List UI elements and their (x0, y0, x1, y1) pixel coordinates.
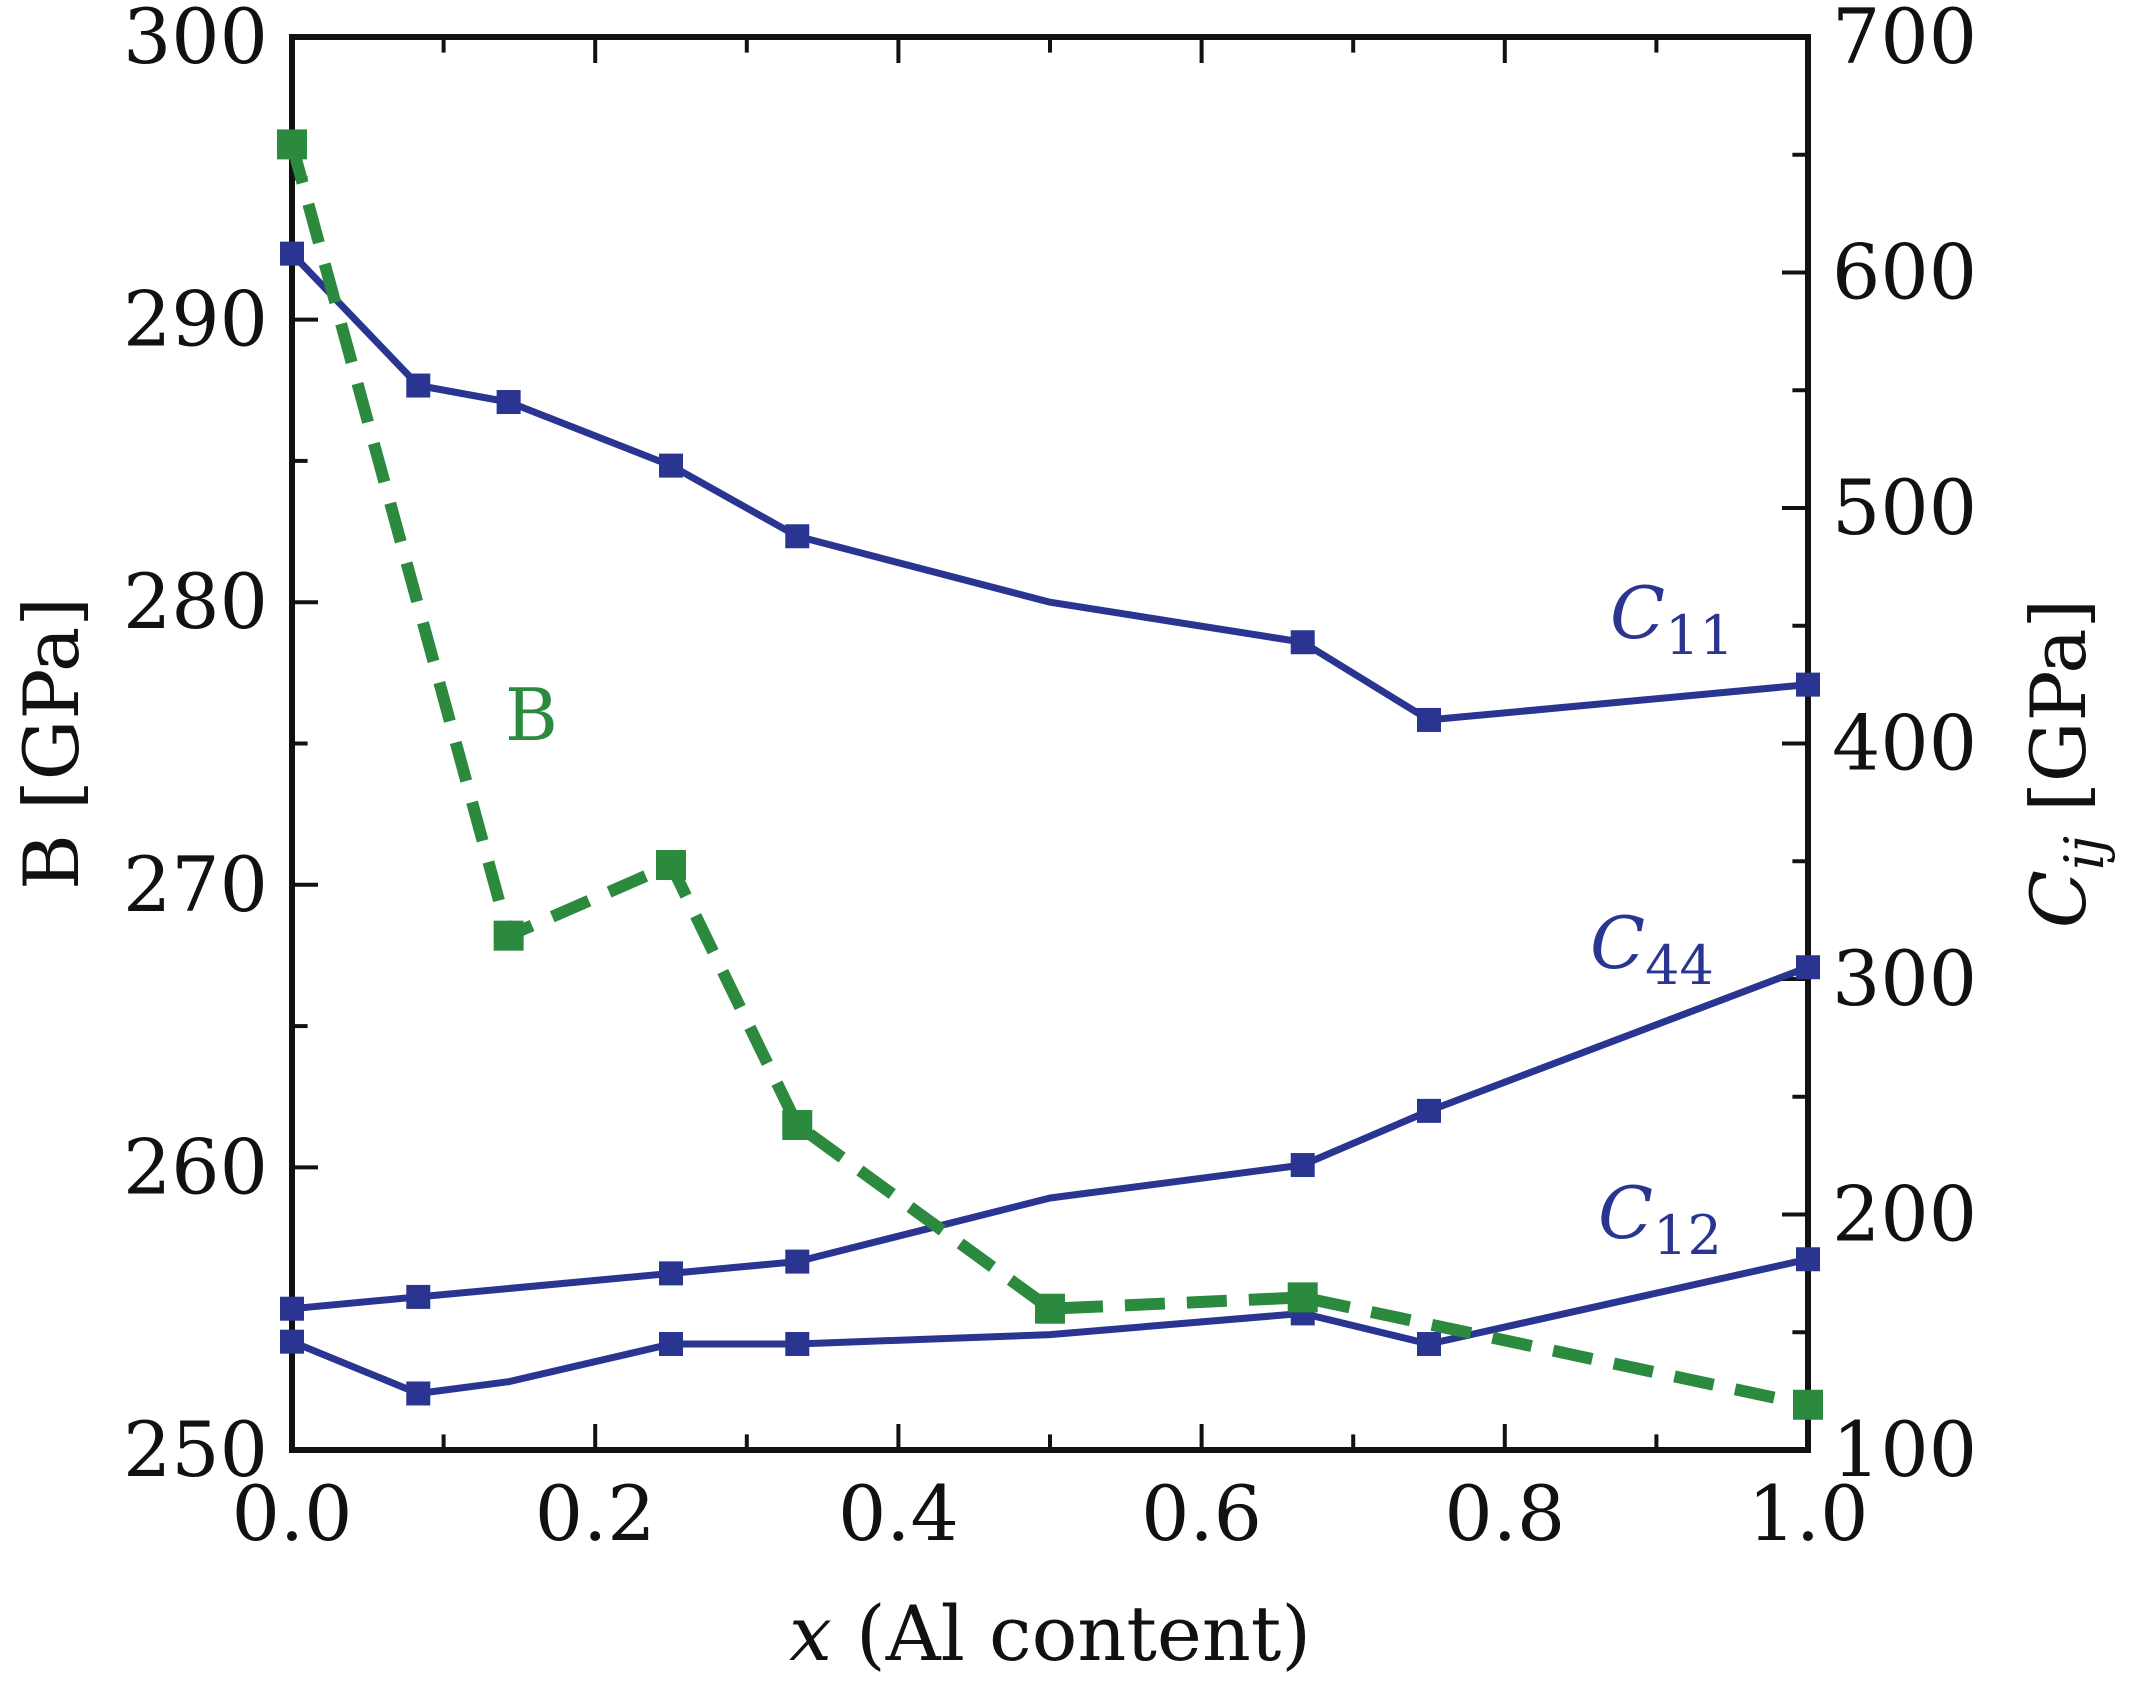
data-point-c12 (1796, 1247, 1820, 1272)
data-point-c44 (406, 1284, 431, 1309)
data-point-c11 (785, 524, 810, 549)
x-tick-label: 0.6 (1141, 1469, 1262, 1558)
series-label-b: B (505, 673, 558, 757)
y-right-tick-label: 200 (1832, 1170, 1977, 1259)
data-point-c11 (406, 373, 431, 398)
data-point-c12 (280, 1329, 304, 1354)
x-tick-label: 1.0 (1748, 1469, 1869, 1558)
series-label-c44: C44 (1590, 901, 1714, 997)
series-line-c11 (289, 251, 1809, 724)
data-point-b (1793, 1389, 1823, 1420)
data-point-c11 (496, 390, 521, 415)
data-point-c12 (1417, 1332, 1441, 1357)
series-line-c44 (291, 963, 1810, 1313)
x-tick-label: 0.0 (232, 1469, 353, 1558)
y-left-tick-label: 260 (123, 1122, 268, 1211)
y-right-tick-label: 400 (1832, 699, 1977, 788)
x-axis-title-rest: (Al content) (832, 1589, 1311, 1678)
data-point-b (1035, 1293, 1065, 1324)
data-point-c12 (406, 1381, 431, 1406)
data-point-b (1287, 1282, 1318, 1313)
data-point-b (277, 129, 307, 160)
data-point-c12 (659, 1332, 683, 1357)
x-tick-label: 0.4 (838, 1469, 959, 1558)
y-right-title-rest: [GPa] (2014, 599, 2103, 836)
series-label-c11: C11 (1610, 571, 1734, 667)
data-point-c11 (1796, 672, 1820, 697)
data-point-c44 (1290, 1153, 1315, 1178)
data-point-c44 (659, 1261, 683, 1286)
y-left-axis-title: B [GPa] (7, 597, 96, 890)
series-line-b (286, 142, 1810, 1411)
series-line-c12 (290, 1255, 1809, 1397)
y-right-tick-label: 700 (1832, 0, 1977, 81)
y-left-tick-label: 270 (123, 840, 268, 929)
data-point-c11 (659, 453, 683, 478)
series-label-c12: C12 (1598, 1171, 1722, 1267)
y-left-tick-label: 280 (123, 557, 268, 646)
series-layer (277, 129, 1823, 1420)
x-tick-label: 0.2 (535, 1469, 656, 1558)
y-right-tick-label: 500 (1832, 463, 1977, 552)
data-point-c44 (280, 1296, 304, 1321)
y-left-tick-label: 300 (123, 0, 268, 81)
data-point-c12 (785, 1332, 810, 1357)
data-point-c11 (1290, 630, 1315, 655)
y-right-title-main: C (2014, 870, 2103, 928)
data-point-c11 (1417, 707, 1441, 732)
y-right-tick-label: 600 (1832, 228, 1977, 317)
data-point-b (656, 850, 686, 881)
data-point-b (493, 920, 524, 951)
x-axis-title-var: x (789, 1589, 832, 1678)
data-point-b (782, 1110, 813, 1141)
y-right-tick-label: 300 (1832, 934, 1977, 1023)
data-point-c44 (1796, 955, 1820, 980)
y-right-title-sub: ij (2053, 836, 2116, 870)
data-point-c44 (785, 1249, 810, 1274)
y-left-tick-label: 250 (123, 1405, 268, 1494)
axes-layer (289, 34, 1811, 1453)
data-point-c44 (1417, 1098, 1441, 1123)
y-right-axis-title: Cij [GPa] (2014, 599, 2116, 928)
y-right-tick-label: 100 (1832, 1405, 1977, 1494)
y-left-tick-label: 290 (123, 275, 268, 364)
x-axis-title: x (Al content) (789, 1589, 1311, 1678)
label-layer: 0.0 0.2 0.4 0.6 0.8 1.0 250 260 270 280 290 300 100 2… (7, 0, 2116, 1678)
data-point-c11 (280, 241, 304, 266)
x-tick-label: 0.8 (1444, 1469, 1565, 1558)
